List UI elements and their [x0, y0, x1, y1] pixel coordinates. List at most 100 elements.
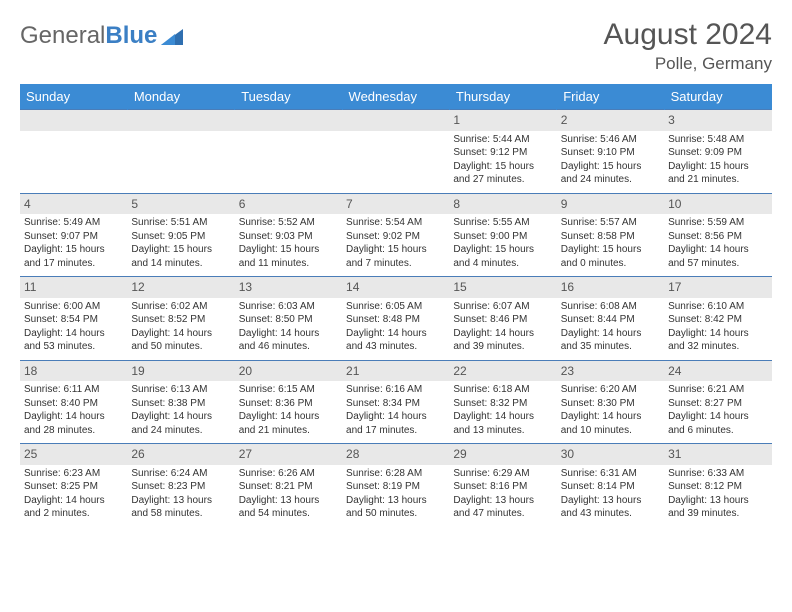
- brand-part1: General: [20, 22, 105, 50]
- sunset-text: Sunset: 8:46 PM: [453, 313, 552, 327]
- sunset-text: Sunset: 9:02 PM: [346, 230, 445, 244]
- sunset-text: Sunset: 8:34 PM: [346, 397, 445, 411]
- weekday-header: Monday: [127, 84, 234, 110]
- day-details-cell: [127, 131, 234, 194]
- week-number-row: 45678910: [20, 193, 772, 214]
- daylight-text: Daylight: 14 hours and 46 minutes.: [239, 327, 338, 354]
- day-details-cell: [20, 131, 127, 194]
- daylight-text: Daylight: 15 hours and 14 minutes.: [131, 243, 230, 270]
- sunset-text: Sunset: 8:30 PM: [561, 397, 660, 411]
- day-number-cell: 10: [664, 193, 771, 214]
- day-number-cell: 27: [235, 444, 342, 465]
- day-number: 2: [561, 113, 568, 127]
- day-details-cell: Sunrise: 5:51 AMSunset: 9:05 PMDaylight:…: [127, 214, 234, 277]
- weekday-header: Friday: [557, 84, 664, 110]
- day-details-cell: Sunrise: 5:55 AMSunset: 9:00 PMDaylight:…: [449, 214, 556, 277]
- day-number-cell: 22: [449, 360, 556, 381]
- daylight-text: Daylight: 13 hours and 39 minutes.: [668, 494, 767, 521]
- day-number-cell: 24: [664, 360, 771, 381]
- sunrise-text: Sunrise: 5:55 AM: [453, 216, 552, 230]
- sunset-text: Sunset: 8:40 PM: [24, 397, 123, 411]
- sunrise-text: Sunrise: 6:33 AM: [668, 467, 767, 481]
- day-details-cell: Sunrise: 6:15 AMSunset: 8:36 PMDaylight:…: [235, 381, 342, 444]
- day-number-cell: 12: [127, 277, 234, 298]
- day-number-cell: 23: [557, 360, 664, 381]
- day-number-cell: 21: [342, 360, 449, 381]
- week-details-row: Sunrise: 6:23 AMSunset: 8:25 PMDaylight:…: [20, 465, 772, 527]
- day-details-cell: Sunrise: 6:11 AMSunset: 8:40 PMDaylight:…: [20, 381, 127, 444]
- day-details-cell: Sunrise: 6:03 AMSunset: 8:50 PMDaylight:…: [235, 298, 342, 361]
- sunrise-text: Sunrise: 6:10 AM: [668, 300, 767, 314]
- sunrise-text: Sunrise: 6:00 AM: [24, 300, 123, 314]
- day-number: 3: [668, 113, 675, 127]
- sunrise-text: Sunrise: 6:21 AM: [668, 383, 767, 397]
- day-number-cell: 1: [449, 110, 556, 131]
- page-header: GeneralBlue August 2024 Polle, Germany: [20, 18, 772, 74]
- day-number-cell: 29: [449, 444, 556, 465]
- week-details-row: Sunrise: 6:11 AMSunset: 8:40 PM Daylight:…: [20, 381, 772, 444]
- daylight-text: Daylight: 13 hours and 54 minutes.: [239, 494, 338, 521]
- sunset-text: Sunset: 8:52 PM: [131, 313, 230, 327]
- day-details-cell: Sunrise: 6:33 AMSunset: 8:12 PMDaylight:…: [664, 465, 771, 527]
- sunset-text: Sunset: 9:05 PM: [131, 230, 230, 244]
- sunset-text: Sunset: 8:14 PM: [561, 480, 660, 494]
- sunrise-text: Sunrise: 6:13 AM: [131, 383, 230, 397]
- day-details-cell: Sunrise: 6:28 AMSunset: 8:19 PMDaylight:…: [342, 465, 449, 527]
- day-number-cell: 26: [127, 444, 234, 465]
- sunset-text: Sunset: 8:56 PM: [668, 230, 767, 244]
- sunset-text: Sunset: 8:42 PM: [668, 313, 767, 327]
- daylight-text: Daylight: 13 hours and 58 minutes.: [131, 494, 230, 521]
- day-number: 28: [346, 447, 359, 461]
- day-details-cell: Sunrise: 6:10 AMSunset: 8:42 PMDaylight:…: [664, 298, 771, 361]
- day-number-cell: 16: [557, 277, 664, 298]
- sunset-text: Sunset: 8:23 PM: [131, 480, 230, 494]
- day-number: 21: [346, 364, 359, 378]
- weekday-header-row: Sunday Monday Tuesday Wednesday Thursday…: [20, 84, 772, 110]
- week-number-row: 12 3: [20, 110, 772, 131]
- day-details-cell: Sunrise: 6:21 AMSunset: 8:27 PMDaylight:…: [664, 381, 771, 444]
- sunset-text: Sunset: 8:36 PM: [239, 397, 338, 411]
- day-number: 8: [453, 197, 460, 211]
- sunrise-text: Sunrise: 6:18 AM: [453, 383, 552, 397]
- sunset-text: Sunset: 8:16 PM: [453, 480, 552, 494]
- sunset-text: Sunset: 8:27 PM: [668, 397, 767, 411]
- day-number: 10: [668, 197, 681, 211]
- daylight-text: Daylight: 14 hours and 43 minutes.: [346, 327, 445, 354]
- day-details-cell: Sunrise: 5:59 AMSunset: 8:56 PMDaylight:…: [664, 214, 771, 277]
- week-number-row: 25262728293031: [20, 444, 772, 465]
- day-number-cell: 3: [664, 110, 771, 131]
- sunrise-text: Sunrise: 6:11 AM: [24, 383, 123, 397]
- day-number: 4: [24, 197, 31, 211]
- sunrise-text: Sunrise: 6:31 AM: [561, 467, 660, 481]
- daylight-text: Daylight: 13 hours and 47 minutes.: [453, 494, 552, 521]
- sunset-text: Sunset: 9:09 PM: [668, 146, 767, 160]
- daylight-text: Daylight: 15 hours and 11 minutes.: [239, 243, 338, 270]
- daylight-text: Daylight: 15 hours and 4 minutes.: [453, 243, 552, 270]
- day-details-cell: Sunrise: 6:07 AMSunset: 8:46 PMDaylight:…: [449, 298, 556, 361]
- day-number-cell: [127, 110, 234, 131]
- calendar-body: 123Sunrise: 5:44 AMSunset: 9:12 PMDaylig…: [20, 110, 772, 527]
- day-number: 24: [668, 364, 681, 378]
- sunrise-text: Sunrise: 5:57 AM: [561, 216, 660, 230]
- day-number-cell: 31: [664, 444, 771, 465]
- daylight-text: Daylight: 14 hours and 32 minutes.: [668, 327, 767, 354]
- day-details-cell: Sunrise: 6:16 AMSunset: 8:34 PMDaylight:…: [342, 381, 449, 444]
- daylight-text: Daylight: 14 hours and 21 minutes.: [239, 410, 338, 437]
- sunrise-text: Sunrise: 5:52 AM: [239, 216, 338, 230]
- sunrise-text: Sunrise: 6:08 AM: [561, 300, 660, 314]
- sunrise-text: Sunrise: 6:28 AM: [346, 467, 445, 481]
- brand-logo: GeneralBlue: [20, 22, 183, 50]
- daylight-text: Daylight: 14 hours and 35 minutes.: [561, 327, 660, 354]
- day-number-cell: 2: [557, 110, 664, 131]
- day-number: 16: [561, 280, 574, 294]
- day-details-cell: Sunrise: 6:08 AMSunset: 8:44 PMDaylight:…: [557, 298, 664, 361]
- day-details-cell: Sunrise: 6:18 AMSunset: 8:32 PMDaylight:…: [449, 381, 556, 444]
- daylight-text: Daylight: 14 hours and 13 minutes.: [453, 410, 552, 437]
- calendar-page: GeneralBlue August 2024 Polle, Germany S…: [0, 0, 792, 612]
- sunset-text: Sunset: 8:48 PM: [346, 313, 445, 327]
- sunrise-text: Sunrise: 6:05 AM: [346, 300, 445, 314]
- day-number: 23: [561, 364, 574, 378]
- day-details-cell: Sunrise: 5:44 AMSunset: 9:12 PMDaylight:…: [449, 131, 556, 194]
- day-number-cell: 28: [342, 444, 449, 465]
- sunset-text: Sunset: 8:50 PM: [239, 313, 338, 327]
